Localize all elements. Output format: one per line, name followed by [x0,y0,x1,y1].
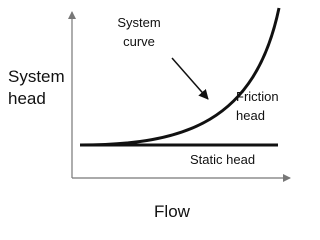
x-axis-label: Flow [154,202,191,221]
annotation: Friction [236,89,279,104]
annotation-arrow [171,57,209,100]
y-axis-label: head [8,89,46,108]
system-curve-diagram: System head Flow System curve Friction h… [8,7,291,221]
annotation: System [117,15,160,30]
annotation: curve [123,34,155,49]
y-axis-label: System [8,67,65,86]
annotation: Static head [190,152,255,167]
system-curve [79,7,281,147]
annotation: head [236,108,265,123]
